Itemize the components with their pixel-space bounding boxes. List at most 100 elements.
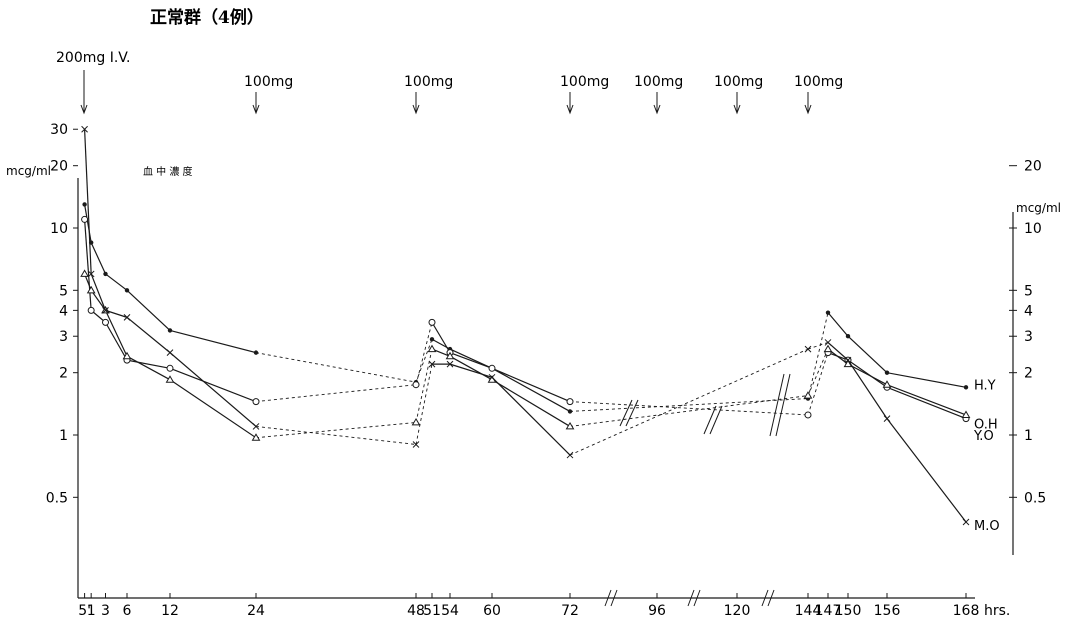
left-y-tick-label: 4	[59, 303, 68, 319]
series-line-segment	[827, 312, 849, 337]
data-point-cross	[81, 125, 88, 133]
series-line-segment	[255, 384, 417, 403]
series-line-segment	[104, 322, 128, 361]
data-point-triangle	[961, 410, 971, 418]
x-tick-label: 48	[407, 603, 425, 619]
data-point-cross	[166, 349, 174, 356]
right-y-tick-label: 5	[1024, 283, 1033, 299]
right-y-unit-label: mcg/ml	[1016, 201, 1061, 215]
data-point-cross	[824, 339, 832, 346]
dose-label: 200mg I.V.	[56, 50, 131, 66]
series-label-hy: H.Y	[974, 378, 996, 393]
data-point-dot	[567, 409, 573, 414]
series-label-yo: Y.O	[973, 429, 994, 444]
data-point-dot	[884, 370, 890, 375]
data-point-triangle	[122, 351, 132, 360]
left-y-tick-label: 1	[59, 428, 68, 444]
series-line-segment	[126, 316, 171, 354]
right-y-tick-label: 1	[1024, 428, 1033, 444]
right-y-tick-label: 2	[1024, 366, 1033, 382]
x-tick-label: 12	[161, 603, 179, 619]
series-line-segment	[449, 352, 493, 369]
x-tick-label: 6	[123, 603, 132, 619]
left-y-tick-label: 5	[59, 283, 68, 299]
x-tick-label: 51	[423, 603, 441, 619]
data-point-triangle	[445, 351, 455, 360]
series-line-segment	[90, 242, 107, 275]
data-point-circle	[81, 215, 89, 223]
left-y-unit-label: mcg/ml	[6, 164, 51, 178]
data-point-cross	[87, 270, 95, 278]
series-line-segment	[886, 372, 967, 388]
left-y-tick-label: 20	[50, 159, 68, 175]
series-line-segment	[83, 219, 92, 311]
data-point-dot	[124, 288, 130, 293]
series-line-segment	[569, 395, 809, 427]
dose-label: 100mg	[404, 74, 453, 90]
series-labels: H.Y O.HY.O M.O	[973, 378, 1000, 534]
series-line-segment	[491, 367, 571, 412]
data-point-cross	[566, 451, 574, 459]
series-line-segment	[415, 339, 433, 383]
plot-break-mark	[709, 405, 723, 435]
data-point-triangle	[882, 380, 892, 388]
data-point-cross	[804, 345, 812, 353]
right-y-tick-label: 0.5	[1024, 490, 1046, 506]
plot-break-mark	[625, 399, 639, 427]
x-axis-break-mark	[604, 589, 612, 607]
series-line-segment	[491, 379, 571, 427]
dose-arrowhead	[566, 104, 574, 115]
data-point-cross	[102, 307, 109, 314]
series-line-segment	[105, 309, 128, 318]
series-layer	[80, 125, 971, 526]
dose-arrowhead	[412, 104, 420, 115]
dose-arrowhead	[804, 104, 812, 115]
series-line-segment	[105, 273, 128, 291]
series-line-segment	[104, 310, 128, 357]
series-line-segment	[827, 341, 849, 361]
x-axis-break-mark	[761, 589, 769, 607]
data-point-circle	[428, 318, 436, 326]
series-oh	[81, 215, 970, 423]
x-tick-label: 144	[795, 603, 822, 619]
x-tick-label: 96	[648, 603, 666, 619]
axis-break-marks	[604, 373, 791, 607]
data-point-dot	[82, 202, 87, 207]
series-mo	[81, 125, 970, 526]
data-point-triangle	[427, 344, 437, 353]
data-point-triangle	[803, 391, 813, 399]
left-y-tick-label: 2	[59, 366, 68, 382]
dose-label: 100mg	[794, 74, 843, 90]
plot-break-mark	[703, 405, 717, 435]
series-line-segment	[449, 355, 493, 381]
data-point-circle	[102, 318, 109, 326]
series-line-segment	[169, 367, 257, 403]
series-line-segment	[126, 359, 171, 369]
data-point-dot	[845, 334, 851, 339]
data-point-cross	[428, 360, 436, 368]
series-line-segment	[569, 401, 809, 416]
dose-label: 100mg	[560, 74, 609, 90]
dose-label: 100mg	[634, 74, 683, 90]
x-tick-label: 168	[953, 603, 980, 619]
series-line-segment	[491, 376, 571, 456]
x-tick-label: 72	[561, 603, 579, 619]
series-line-segment	[807, 312, 829, 399]
series-line-segment	[807, 352, 829, 416]
data-point-cross	[488, 373, 496, 381]
data-point-triangle	[165, 375, 175, 383]
series-line-segment	[90, 289, 106, 311]
series-yo	[80, 269, 971, 441]
series-line-segment	[886, 418, 967, 523]
right-y-tick-label: 10	[1024, 221, 1042, 237]
series-line-segment	[807, 348, 829, 396]
series-line-segment	[90, 273, 107, 311]
x-tick-label: 1	[87, 603, 96, 619]
data-point-cross	[123, 314, 131, 321]
data-point-triangle	[86, 285, 96, 294]
series-line-segment	[169, 329, 257, 354]
data-point-cross	[962, 518, 970, 526]
data-point-dot	[825, 310, 831, 315]
series-line-segment	[169, 379, 257, 439]
